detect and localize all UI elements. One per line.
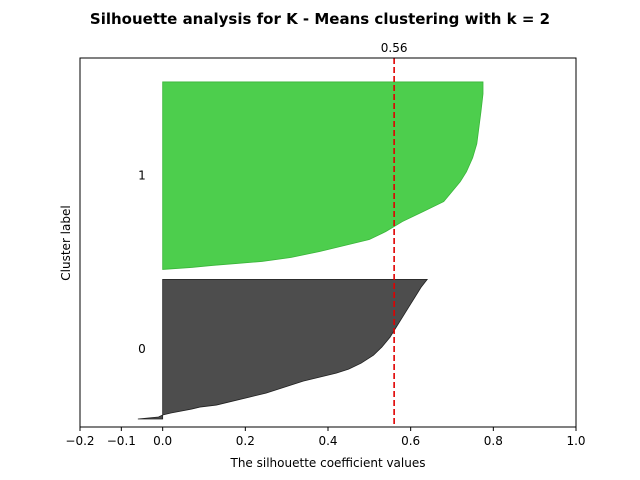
average-silhouette-value: 0.56	[381, 41, 408, 55]
x-axis-label: The silhouette coefficient values	[230, 456, 426, 470]
cluster-0-label: 0	[138, 342, 146, 356]
x-tick-label: 0.4	[318, 434, 337, 448]
x-tick-label: 0.6	[401, 434, 420, 448]
cluster-0-silhouette	[137, 279, 429, 420]
x-tick-label: 0.2	[236, 434, 255, 448]
x-tick-label: 1.0	[566, 434, 585, 448]
cluster-1-silhouette	[162, 81, 484, 270]
x-tick-label: −0.1	[107, 434, 136, 448]
cluster-1-label: 1	[138, 169, 146, 183]
x-tick-label: 0.0	[153, 434, 172, 448]
y-axis-label: Cluster label	[59, 205, 73, 280]
chart-title: Silhouette analysis for K - Means cluste…	[90, 10, 550, 28]
x-tick-label: −0.2	[65, 434, 94, 448]
plot-area: 0 1 0.56 −0.2 −0.1 0.0 0.2 0.4 0.6 0.8 1.0	[65, 41, 585, 448]
x-tick-label: 0.8	[484, 434, 503, 448]
